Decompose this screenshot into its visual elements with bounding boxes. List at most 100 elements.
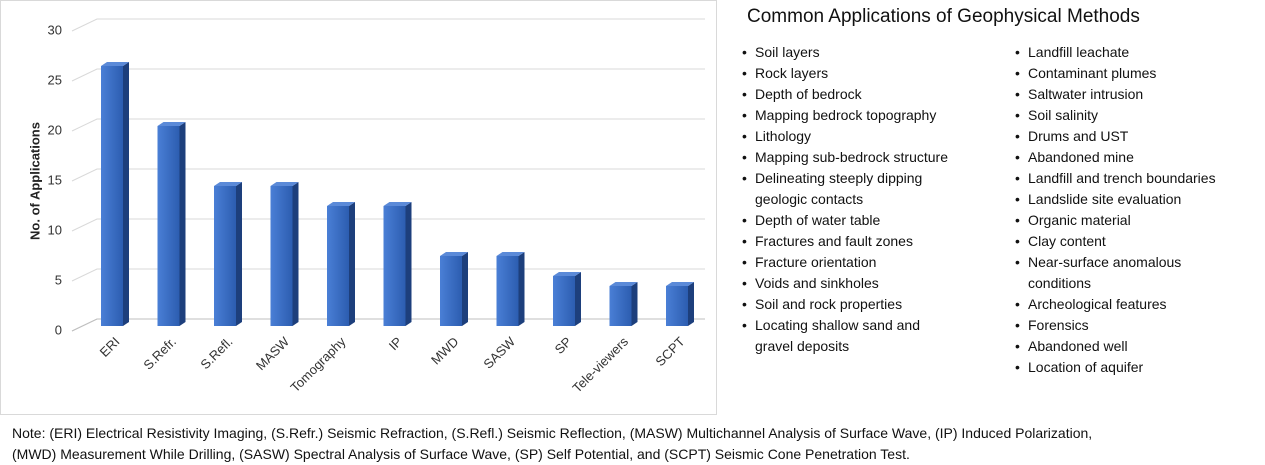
y-tick-label: 15 xyxy=(48,172,62,187)
list-item: Location of aquifer xyxy=(1015,357,1230,378)
list-item: Near-surface anomalous conditions xyxy=(1015,252,1230,294)
list-item: Fractures and fault zones xyxy=(742,231,955,252)
list-item: Contaminant plumes xyxy=(1015,63,1230,84)
list-item: Voids and sinkholes xyxy=(742,273,955,294)
bar-side xyxy=(123,62,129,326)
list-right: Landfill leachateContaminant plumesSaltw… xyxy=(1015,42,1230,378)
bar xyxy=(666,282,694,326)
y-tick-label: 0 xyxy=(55,322,62,337)
bar-top xyxy=(440,252,468,256)
list-item: Soil and rock properties xyxy=(742,294,955,315)
list-item: Mapping bedrock topography xyxy=(742,105,955,126)
list-item: Forensics xyxy=(1015,315,1230,336)
note-line: (MWD) Measurement While Drilling, (SASW)… xyxy=(12,446,910,462)
chart-frame xyxy=(0,0,717,415)
list-item: Landfill leachate xyxy=(1015,42,1230,63)
list-item: Rock layers xyxy=(742,63,955,84)
bar-top xyxy=(383,202,412,206)
bar-top xyxy=(214,182,242,186)
panel-title: Common Applications of Geophysical Metho… xyxy=(747,6,1140,27)
bar-side xyxy=(179,122,186,326)
x-tick-label: SCPT xyxy=(652,334,687,369)
bar xyxy=(440,252,468,326)
y-tick-label: 20 xyxy=(48,122,62,137)
applications-panel: Common Applications of Geophysical Metho… xyxy=(742,4,1265,378)
y-tick-label: 30 xyxy=(48,22,62,37)
bar-top xyxy=(157,122,186,126)
list-left: Soil layersRock layersDepth of bedrockMa… xyxy=(742,42,955,357)
list-item: Fracture orientation xyxy=(742,252,955,273)
grid-line xyxy=(71,18,705,32)
bar-side xyxy=(236,182,242,326)
bar-front xyxy=(383,206,406,326)
bar-side xyxy=(405,202,412,326)
bar-top xyxy=(327,202,355,206)
list-item: Clay content xyxy=(1015,231,1230,252)
list-item: Locating shallow sand and gravel deposit… xyxy=(742,315,955,357)
bar xyxy=(101,62,129,326)
bar-front xyxy=(270,186,293,326)
bar-front xyxy=(609,286,632,326)
x-tick-label: MWD xyxy=(428,334,462,368)
bar-side xyxy=(349,202,355,326)
bar xyxy=(214,182,242,326)
list-item: Soil salinity xyxy=(1015,105,1230,126)
grid-line xyxy=(71,218,705,232)
y-tick-label: 25 xyxy=(48,72,62,87)
bar xyxy=(327,202,355,326)
bar-side xyxy=(518,252,525,326)
bar-front xyxy=(553,276,575,326)
bar-top xyxy=(609,282,638,286)
y-axis-label: No. of Applications xyxy=(27,122,42,240)
bar xyxy=(496,252,525,326)
bar-top xyxy=(553,272,581,276)
bar-top xyxy=(270,182,299,186)
list-item: Delineating steeply dipping geologic con… xyxy=(742,168,955,210)
list-item: Abandoned mine xyxy=(1015,147,1230,168)
bar-front xyxy=(327,206,349,326)
bar-front xyxy=(440,256,462,326)
list-item: Soil layers xyxy=(742,42,955,63)
x-tick-label: SASW xyxy=(480,333,518,371)
bar xyxy=(157,122,186,326)
bar-front xyxy=(214,186,236,326)
x-tick-label: SP xyxy=(552,334,575,357)
list-item: Archeological features xyxy=(1015,294,1230,315)
list-item: Abandoned well xyxy=(1015,336,1230,357)
list-item: Lithology xyxy=(742,126,955,147)
chart: No. of Applications 0 5 10 15 20 25 30 ERI S.Ref… xyxy=(0,0,717,415)
x-tick-label: S.Refr. xyxy=(140,334,179,373)
bar xyxy=(270,182,299,326)
bar-front xyxy=(157,126,180,326)
bar-front xyxy=(101,66,123,326)
grid-line xyxy=(71,68,705,82)
x-tick-label: S.Refl. xyxy=(197,334,235,372)
list-item: Landfill and trench boundaries xyxy=(1015,168,1230,189)
bar-side xyxy=(575,272,581,326)
list-item: Organic material xyxy=(1015,210,1230,231)
bar xyxy=(609,282,638,326)
x-tick-label: Tele-viewers xyxy=(569,334,631,396)
list-item: Depth of bedrock xyxy=(742,84,955,105)
list-item: Mapping sub-bedrock structure xyxy=(742,147,955,168)
bar-side xyxy=(688,282,694,326)
note: Note: (ERI) Electrical Resistivity Imagi… xyxy=(12,423,1092,465)
bar-top xyxy=(666,282,694,286)
bar-side xyxy=(292,182,299,326)
bar-side xyxy=(462,252,468,326)
x-tick-label: Tomography xyxy=(287,334,349,396)
y-tick-label: 10 xyxy=(48,222,62,237)
grid-line xyxy=(71,118,705,132)
bar-top xyxy=(496,252,525,256)
bar xyxy=(553,272,581,326)
y-tick-label: 5 xyxy=(55,272,62,287)
x-tick-label: MASW xyxy=(253,333,293,373)
list-item: Depth of water table xyxy=(742,210,955,231)
x-tick-label: ERI xyxy=(97,334,123,360)
bar-side xyxy=(631,282,638,326)
note-line: Note: (ERI) Electrical Resistivity Imagi… xyxy=(12,425,1093,441)
bar xyxy=(383,202,412,326)
bar-top xyxy=(101,62,129,66)
grid-line xyxy=(71,168,705,182)
